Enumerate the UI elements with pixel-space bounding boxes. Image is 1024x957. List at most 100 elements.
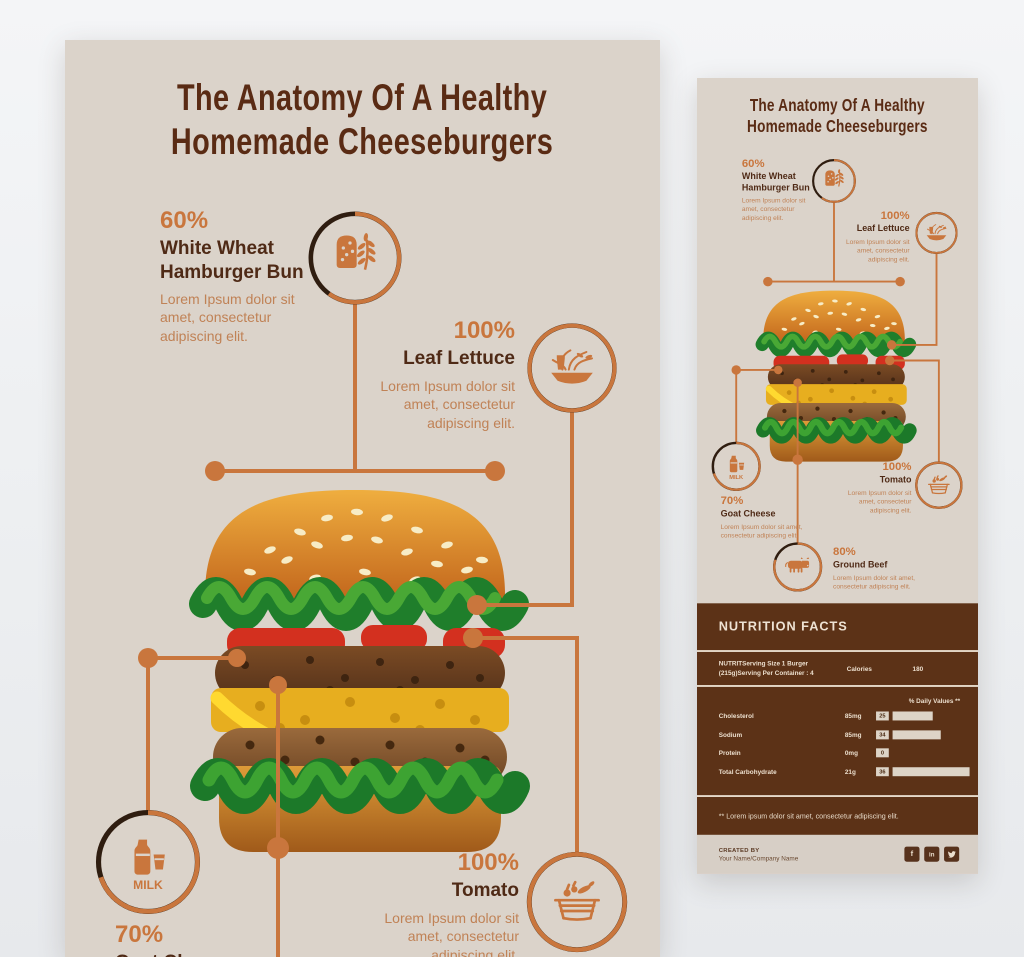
nutrient-label: Sodium	[718, 731, 743, 739]
percentage-label: 80%	[833, 545, 856, 558]
percentage-label: 100%	[880, 208, 910, 222]
ingredient-description: Lorem Ipsum dolor sit amet, consectetur …	[847, 488, 912, 514]
facebook-glyph: f	[910, 849, 914, 858]
nutrient-amount: 85mg	[844, 731, 862, 739]
ring-goat-cheese: MILK	[710, 440, 763, 493]
milk-icon: MILK	[133, 839, 165, 892]
ingredient-name: Leaf Lettuce	[856, 223, 910, 234]
basket-icon	[554, 880, 600, 921]
page-title: The Anatomy Of A Healthy Homemade Cheese…	[65, 76, 660, 165]
bread-icon	[825, 169, 844, 187]
title-line-1: The Anatomy Of A Healthy	[177, 77, 548, 118]
ingredient-name: White Wheat Hamburger Bun	[160, 238, 304, 283]
milk-label: MILK	[133, 878, 163, 892]
poster-preview-large: The Anatomy Of A Healthy Homemade Cheese…	[65, 40, 660, 957]
percentage-label: 100%	[453, 317, 515, 344]
ingredient-item-bun: 60% White Wheat Hamburger Bun Lorem Ipsu…	[160, 207, 328, 346]
nutrient-amount: 21g	[844, 768, 856, 776]
burger-illustration	[755, 290, 917, 462]
percentage-label: 60%	[160, 207, 209, 234]
burger-illustration	[189, 490, 530, 852]
serving-size: NUTRITServing Size 1 Burger	[718, 659, 809, 667]
percentage-label: 70%	[115, 921, 164, 948]
poster: The Anatomy Of A Healthy Homemade Cheese…	[65, 40, 660, 957]
serving-per-container: (215g)Serving Per Container : 4	[718, 669, 814, 677]
percentage-label: 60%	[741, 156, 765, 170]
divider	[697, 650, 978, 652]
daily-value-bar	[892, 730, 941, 740]
ingredient-item-tomato: 100% Tomato Lorem Ipsum dolor sit amet, …	[830, 460, 912, 515]
salad-icon	[926, 224, 947, 241]
ingredient-name: White Wheat Hamburger Bun	[741, 171, 810, 193]
percentage-label: 100%	[882, 460, 912, 473]
serving-info: NUTRITServing Size 1 Burger (215g)Servin…	[697, 651, 978, 686]
nutrient-label: Protein	[718, 749, 741, 757]
author-name: Your Name/Company Name	[718, 854, 799, 862]
linkedin-glyph: in	[929, 850, 935, 858]
daily-values-table: % Daily Values ** Cholesterol 85mg 25 So…	[697, 686, 978, 796]
burger-scene	[138, 302, 579, 957]
ingredient-description: Lorem Ipsum dolor sit amet, consectetur …	[384, 909, 519, 957]
created-by-label: CREATED BY	[718, 846, 760, 854]
poster-footer: CREATED BY Your Name/Company Name f in	[697, 834, 978, 874]
cow-icon	[785, 557, 810, 573]
ring-bun	[810, 157, 857, 204]
ingredient-item-goat-cheese: 70% Goat Cheese Lorem Ipsum dolor sit am…	[720, 494, 808, 540]
linkedin-icon[interactable]: in	[924, 846, 940, 862]
twitter-bird-glyph	[947, 850, 956, 858]
basket-icon	[928, 475, 950, 495]
ingredient-item-goat-cheese: 70% Goat Cheese Lorem Ipsum dolor sit am…	[115, 921, 300, 957]
title-line-2: Homemade Cheeseburgers	[747, 116, 928, 136]
divider	[697, 795, 978, 797]
ring-bun	[305, 208, 405, 308]
ingredient-description: Lorem Ipsum dolor sit amet, consectetur …	[845, 237, 910, 263]
nutrition-section: NUTRITION FACTS NUTRITServing Size 1 Bur…	[697, 603, 978, 874]
page-title: The Anatomy Of A Healthy Homemade Cheese…	[697, 95, 978, 137]
salad-icon	[551, 349, 593, 384]
ingredient-name: Leaf Lettuce	[403, 348, 515, 370]
ring-lettuce	[914, 210, 959, 255]
nutrition-row: Total Carbohydrate 21g 36	[697, 767, 978, 777]
ingredient-item-bun: 60% White Wheat Hamburger Bun Lorem Ipsu…	[742, 157, 821, 222]
connector-dots	[731, 276, 905, 465]
connector-dots	[138, 461, 505, 859]
daily-value-bar	[892, 767, 970, 777]
nutrition-row: Cholesterol 85mg 25	[697, 711, 978, 721]
facebook-icon[interactable]: f	[904, 846, 920, 862]
infographic-area: The Anatomy Of A Healthy Homemade Cheese…	[697, 78, 978, 603]
ring-ground-beef	[771, 540, 824, 593]
ring-tomato	[913, 460, 964, 511]
infographic-area: The Anatomy Of A Healthy Homemade Cheese…	[65, 40, 660, 957]
twitter-icon[interactable]	[944, 846, 960, 862]
ingredient-name: Goat Cheese	[115, 951, 300, 957]
poster: The Anatomy Of A Healthy Homemade Cheese…	[697, 78, 978, 874]
bread-icon	[336, 233, 376, 270]
nutrient-label: Total Carbohydrate	[718, 768, 777, 776]
percentage-label: 100%	[457, 849, 519, 876]
daily-value-badge: 0	[876, 748, 889, 758]
ingredient-name: Tomato	[451, 880, 519, 902]
burger-scene	[731, 201, 940, 544]
ingredient-name: Ground Beef	[833, 560, 888, 570]
daily-value-badge: 34	[876, 730, 889, 740]
daily-value-badge: 25	[876, 711, 889, 721]
ingredient-item-lettuce: 100% Leaf Lettuce Lorem Ipsum dolor sit …	[347, 317, 515, 432]
daily-values-header: % Daily Values **	[908, 697, 961, 705]
daily-value-bar	[892, 711, 933, 721]
ingredient-description: Lorem Ipsum dolor sit amet, consectetur …	[720, 522, 803, 540]
ring-tomato	[523, 848, 631, 956]
ingredient-description: Lorem Ipsum dolor sit amet, consectetur …	[160, 290, 295, 344]
nutrition-header: NUTRITION FACTS	[697, 603, 978, 651]
milk-icon: MILK	[729, 455, 745, 481]
milk-label: MILK	[729, 475, 744, 481]
ingredient-item-ground-beef: 80% Ground Beef Lorem Ipsum dolor sit am…	[833, 545, 920, 591]
nutrition-row: Sodium 85mg 34	[697, 730, 978, 740]
ingredient-item-tomato: 100% Tomato Lorem Ipsum dolor sit amet, …	[347, 849, 519, 957]
ring-goat-cheese: MILK	[92, 806, 204, 918]
nutrient-amount: 85mg	[844, 712, 862, 720]
ingredient-description: Lorem Ipsum dolor sit amet, consectetur …	[833, 573, 916, 591]
nutrition-row: Protein 0mg 0	[697, 748, 978, 758]
poster-preview-small: The Anatomy Of A Healthy Homemade Cheese…	[697, 78, 978, 874]
footnote: ** Lorem ipsum dolor sit amet, consectet…	[697, 796, 978, 835]
ingredient-item-lettuce: 100% Leaf Lettuce Lorem Ipsum dolor sit …	[830, 208, 910, 263]
